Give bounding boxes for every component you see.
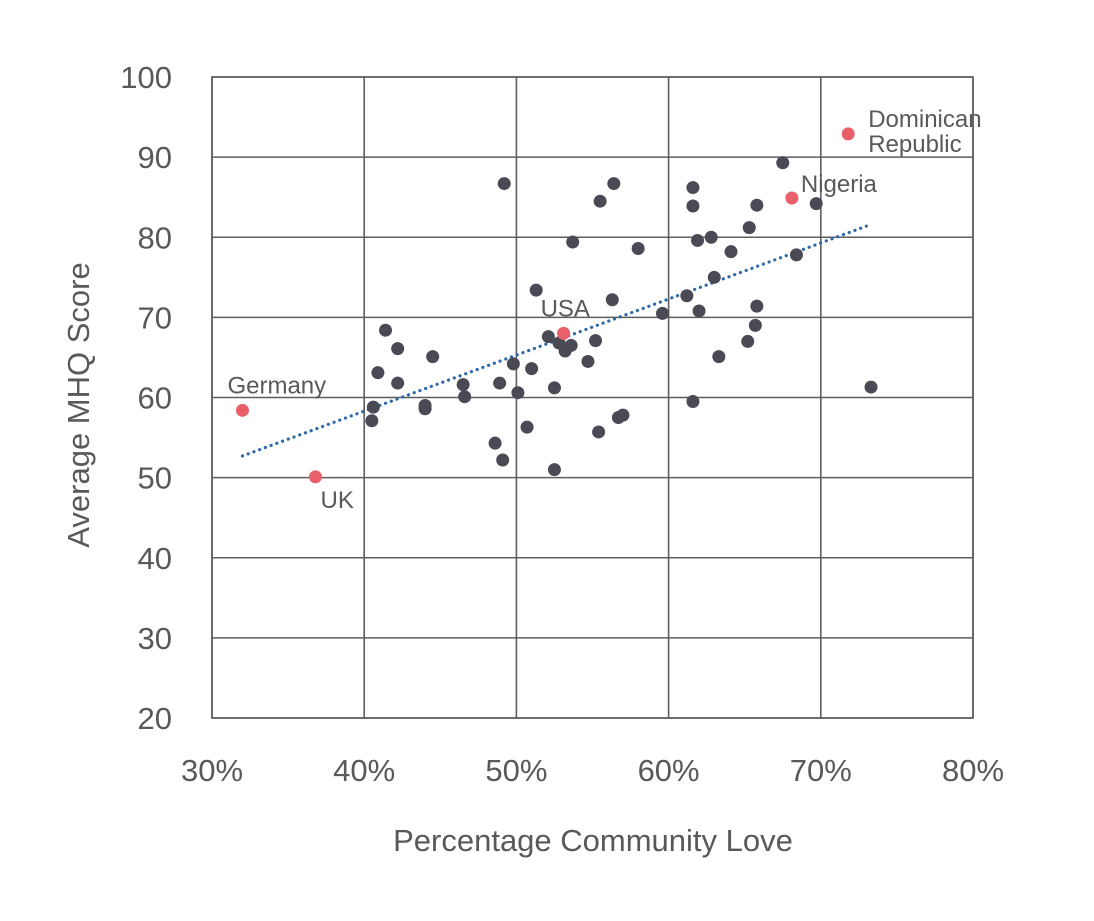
y-tick-label: 100: [120, 60, 172, 95]
data-point: [458, 390, 472, 404]
data-point: [776, 156, 790, 170]
highlight-point: [308, 470, 322, 484]
data-point: [547, 381, 561, 395]
data-point: [520, 420, 534, 434]
data-point: [704, 230, 718, 244]
data-point: [391, 342, 405, 356]
data-point: [529, 283, 543, 297]
x-tick-label: 50%: [485, 753, 547, 788]
y-tick-label: 60: [138, 381, 172, 416]
data-point: [686, 395, 700, 409]
point-callout-label: UK: [320, 487, 353, 514]
data-point: [616, 408, 630, 422]
data-point: [707, 270, 721, 284]
grid-layer: [211, 76, 974, 719]
x-tick-label: 30%: [181, 753, 243, 788]
highlight-point: [841, 127, 855, 141]
point-callout-label: USA: [541, 295, 590, 322]
data-point: [631, 241, 645, 255]
data-point: [365, 414, 379, 428]
data-point: [686, 181, 700, 195]
data-point: [742, 221, 756, 235]
plot-frame: [211, 76, 974, 719]
point-callout-label: Republic: [868, 131, 961, 158]
y-tick-label: 20: [138, 701, 172, 736]
data-point: [680, 289, 694, 303]
y-tick-label: 90: [138, 140, 172, 175]
point-callout-label: Dominican: [868, 106, 981, 133]
data-point: [566, 235, 580, 249]
data-point: [741, 334, 755, 348]
data-point: [379, 323, 393, 337]
x-tick-label: 70%: [790, 753, 852, 788]
data-point: [488, 436, 502, 450]
data-point: [541, 330, 555, 344]
data-point: [692, 304, 706, 318]
highlight-point: [235, 403, 249, 417]
data-point: [581, 354, 595, 368]
data-point: [750, 198, 764, 212]
x-tick-label: 60%: [638, 753, 700, 788]
y-tick-label: 30: [138, 621, 172, 656]
data-point: [593, 194, 607, 208]
data-point: [496, 453, 510, 467]
data-point: [724, 245, 738, 259]
x-tick-label: 80%: [942, 753, 1004, 788]
y-tick-label: 80: [138, 220, 172, 255]
data-point: [656, 306, 670, 320]
highlight-point: [557, 326, 571, 340]
x-tick-label: 40%: [333, 753, 395, 788]
data-point: [547, 463, 561, 477]
data-point: [748, 318, 762, 332]
data-point: [371, 366, 385, 380]
data-point: [712, 350, 726, 364]
ticks-layer: 30% 40% 50% 60% 70% 80% 20 30 40 50 60 70 80 90 100: [120, 60, 1004, 788]
data-point: [686, 199, 700, 213]
point-callout-label: Nigeria: [801, 171, 878, 198]
data-point: [789, 248, 803, 262]
data-point: [691, 233, 705, 247]
data-point: [809, 197, 823, 211]
data-point: [493, 376, 507, 390]
data-point: [589, 334, 603, 348]
y-axis-title: Average MHQ Score: [61, 262, 96, 547]
data-point: [506, 357, 520, 371]
y-tick-label: 40: [138, 541, 172, 576]
y-tick-label: 50: [138, 461, 172, 496]
data-point: [592, 425, 606, 439]
x-axis-title: Percentage Community Love: [393, 823, 793, 858]
data-point: [391, 376, 405, 390]
data-point: [426, 350, 440, 364]
points-layer: [235, 127, 878, 484]
data-point: [418, 402, 432, 416]
highlight-point: [785, 191, 799, 205]
data-point: [750, 299, 764, 313]
data-point: [607, 177, 621, 191]
data-point: [497, 177, 511, 191]
y-tick-label: 70: [138, 300, 172, 335]
data-point: [525, 362, 539, 376]
data-point: [605, 293, 619, 307]
data-point: [864, 380, 878, 394]
data-point: [511, 386, 525, 400]
point-callout-label: Germany: [227, 372, 326, 399]
data-point: [456, 378, 470, 392]
data-point: [564, 338, 578, 352]
data-point: [366, 400, 380, 414]
